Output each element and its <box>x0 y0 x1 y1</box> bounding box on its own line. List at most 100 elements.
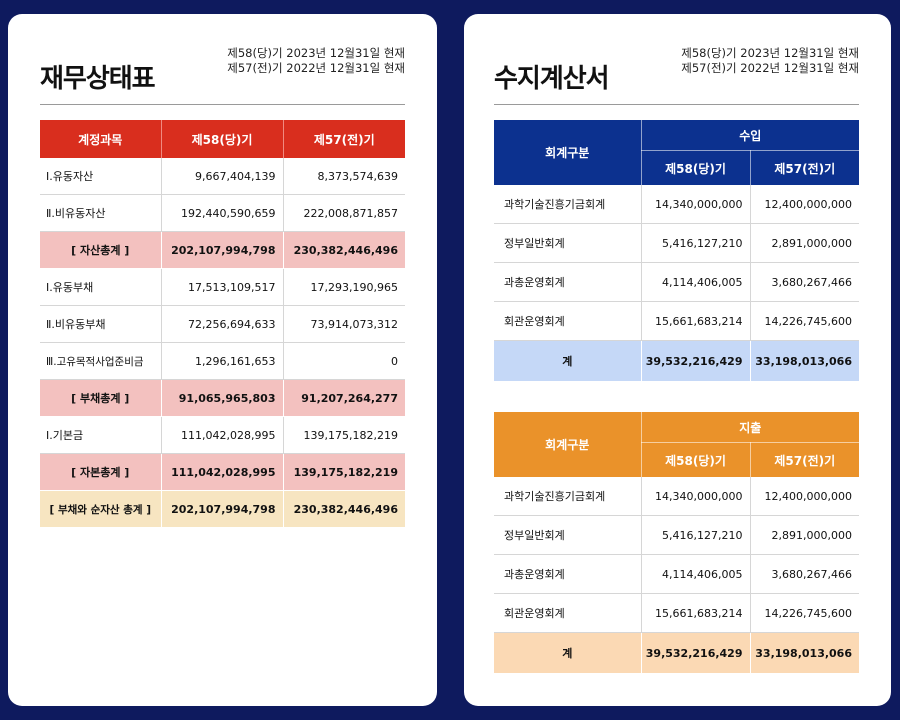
row-label: 회관운영회계 <box>494 593 641 633</box>
row-label: Ⅱ.비유동부채 <box>40 305 161 343</box>
table-row: Ⅱ.비유동부채 72,256,694,633 73,914,073,312 <box>40 305 405 343</box>
table-row: 회관운영회계 15,661,683,214 14,226,745,600 <box>494 301 859 341</box>
grand-total-row: [ 부채와 순자산 총계 ] 202,107,994,798 230,382,4… <box>40 490 405 527</box>
income-statement-title: 수지계산서 <box>494 64 610 94</box>
period-previous: 제57(전)기 2022년 12월31일 현재 <box>681 61 859 75</box>
row-label: [ 자본총계 ] <box>40 453 161 491</box>
table-header-row: 회계구분 수입 <box>494 120 859 185</box>
title-divider <box>40 104 405 105</box>
balance-sheet-title: 재무상태표 <box>40 64 156 94</box>
row-current-value: 5,416,127,210 <box>640 223 750 263</box>
row-current-value: 111,042,028,995 <box>160 453 283 491</box>
expense-table: 회계구분 지출 제58(당)기 제57(전)기 과학기술진흥기금회계 14,34… <box>494 412 859 673</box>
column-header-current: 제58(당)기 <box>160 120 283 158</box>
table-header-row: 계정과목 제58(당)기 제57(전)기 <box>40 120 405 158</box>
total-previous-value: 33,198,013,066 <box>749 340 859 381</box>
table-header-row: 회계구분 지출 <box>494 412 859 477</box>
table-row: Ⅰ.유동자산 9,667,404,139 8,373,574,639 <box>40 158 405 195</box>
row-label: 과총운영회계 <box>494 262 641 302</box>
total-row: [ 부채총계 ] 91,065,965,803 91,207,264,277 <box>40 379 405 417</box>
row-previous-value: 3,680,267,466 <box>749 554 859 594</box>
row-previous-value: 12,400,000,000 <box>749 185 859 224</box>
row-previous-value: 14,226,745,600 <box>749 301 859 341</box>
table-row: 정부일반회계 5,416,127,210 2,891,000,000 <box>494 223 859 263</box>
column-header-category: 회계구분 <box>494 120 641 185</box>
balance-sheet-dates: 제58(당)기 2023년 12월31일 현재 제57(전)기 2022년 12… <box>227 46 405 76</box>
row-label: 정부일반회계 <box>494 515 641 555</box>
column-header-previous: 제57(전)기 <box>749 442 859 477</box>
row-previous-value: 230,382,446,496 <box>282 490 405 527</box>
column-header-account: 계정과목 <box>40 120 161 158</box>
table-row: Ⅲ.고유목적사업준비금 1,296,161,653 0 <box>40 342 405 380</box>
row-current-value: 15,661,683,214 <box>640 593 750 633</box>
row-current-value: 202,107,994,798 <box>160 231 283 269</box>
total-current-value: 39,532,216,429 <box>640 340 750 381</box>
row-current-value: 15,661,683,214 <box>640 301 750 341</box>
total-row: [ 자본총계 ] 111,042,028,995 139,175,182,219 <box>40 453 405 491</box>
column-header-previous: 제57(전)기 <box>749 150 859 185</box>
row-label: [ 부채와 순자산 총계 ] <box>40 490 161 527</box>
table-subheader-row: 제58(당)기 제57(전)기 <box>494 442 859 477</box>
row-label: [ 부채총계 ] <box>40 379 161 417</box>
row-label: 과학기술진흥기금회계 <box>494 477 641 516</box>
table-row: 회관운영회계 15,661,683,214 14,226,745,600 <box>494 593 859 633</box>
total-label: 계 <box>494 340 641 381</box>
period-current: 제58(당)기 2023년 12월31일 현재 <box>681 46 859 60</box>
row-current-value: 9,667,404,139 <box>160 158 283 195</box>
row-previous-value: 222,008,871,857 <box>282 194 405 232</box>
table-row: 과총운영회계 4,114,406,005 3,680,267,466 <box>494 554 859 594</box>
row-label: 정부일반회계 <box>494 223 641 263</box>
row-current-value: 91,065,965,803 <box>160 379 283 417</box>
row-current-value: 17,513,109,517 <box>160 268 283 306</box>
total-previous-value: 33,198,013,066 <box>749 632 859 673</box>
row-previous-value: 2,891,000,000 <box>749 515 859 555</box>
row-previous-value: 139,175,182,219 <box>282 453 405 491</box>
income-statement-panel: 수지계산서 제58(당)기 2023년 12월31일 현재 제57(전)기 20… <box>464 14 891 706</box>
total-row: 계 39,532,216,429 33,198,013,066 <box>494 632 859 673</box>
row-label: 과학기술진흥기금회계 <box>494 185 641 224</box>
row-previous-value: 0 <box>282 342 405 380</box>
row-previous-value: 8,373,574,639 <box>282 158 405 195</box>
row-label: 회관운영회계 <box>494 301 641 341</box>
table-row: 과총운영회계 4,114,406,005 3,680,267,466 <box>494 262 859 302</box>
section-header-income: 수입 <box>640 120 859 151</box>
table-row: Ⅰ.기본금 111,042,028,995 139,175,182,219 <box>40 416 405 454</box>
income-table: 회계구분 수입 제58(당)기 제57(전)기 과학기술진흥기금회계 14,34… <box>494 120 859 381</box>
total-label: 계 <box>494 632 641 673</box>
row-current-value: 72,256,694,633 <box>160 305 283 343</box>
total-current-value: 39,532,216,429 <box>640 632 750 673</box>
row-current-value: 202,107,994,798 <box>160 490 283 527</box>
income-statement-dates: 제58(당)기 2023년 12월31일 현재 제57(전)기 2022년 12… <box>681 46 859 76</box>
total-row: 계 39,532,216,429 33,198,013,066 <box>494 340 859 381</box>
row-label: Ⅰ.유동부채 <box>40 268 161 306</box>
row-previous-value: 3,680,267,466 <box>749 262 859 302</box>
row-current-value: 5,416,127,210 <box>640 515 750 555</box>
row-current-value: 4,114,406,005 <box>640 262 750 302</box>
table-row: 과학기술진흥기금회계 14,340,000,000 12,400,000,000 <box>494 477 859 516</box>
column-header-current: 제58(당)기 <box>640 150 750 185</box>
table-row: 과학기술진흥기금회계 14,340,000,000 12,400,000,000 <box>494 185 859 224</box>
row-current-value: 111,042,028,995 <box>160 416 283 454</box>
row-current-value: 1,296,161,653 <box>160 342 283 380</box>
row-previous-value: 12,400,000,000 <box>749 477 859 516</box>
row-previous-value: 2,891,000,000 <box>749 223 859 263</box>
row-previous-value: 91,207,264,277 <box>282 379 405 417</box>
row-current-value: 4,114,406,005 <box>640 554 750 594</box>
row-current-value: 14,340,000,000 <box>640 477 750 516</box>
row-previous-value: 139,175,182,219 <box>282 416 405 454</box>
period-previous: 제57(전)기 2022년 12월31일 현재 <box>227 61 405 75</box>
column-header-current: 제58(당)기 <box>640 442 750 477</box>
table-row: 정부일반회계 5,416,127,210 2,891,000,000 <box>494 515 859 555</box>
total-row: [ 자산총계 ] 202,107,994,798 230,382,446,496 <box>40 231 405 269</box>
balance-sheet-panel: 재무상태표 제58(당)기 2023년 12월31일 현재 제57(전)기 20… <box>8 14 437 706</box>
row-current-value: 192,440,590,659 <box>160 194 283 232</box>
row-label: [ 자산총계 ] <box>40 231 161 269</box>
table-subheader-row: 제58(당)기 제57(전)기 <box>494 150 859 185</box>
balance-sheet-table: 계정과목 제58(당)기 제57(전)기 Ⅰ.유동자산 9,667,404,13… <box>40 120 405 527</box>
row-label: Ⅲ.고유목적사업준비금 <box>40 342 161 380</box>
table-row: Ⅰ.유동부채 17,513,109,517 17,293,190,965 <box>40 268 405 306</box>
row-previous-value: 14,226,745,600 <box>749 593 859 633</box>
table-row: Ⅱ.비유동자산 192,440,590,659 222,008,871,857 <box>40 194 405 232</box>
row-label: 과총운영회계 <box>494 554 641 594</box>
row-previous-value: 230,382,446,496 <box>282 231 405 269</box>
